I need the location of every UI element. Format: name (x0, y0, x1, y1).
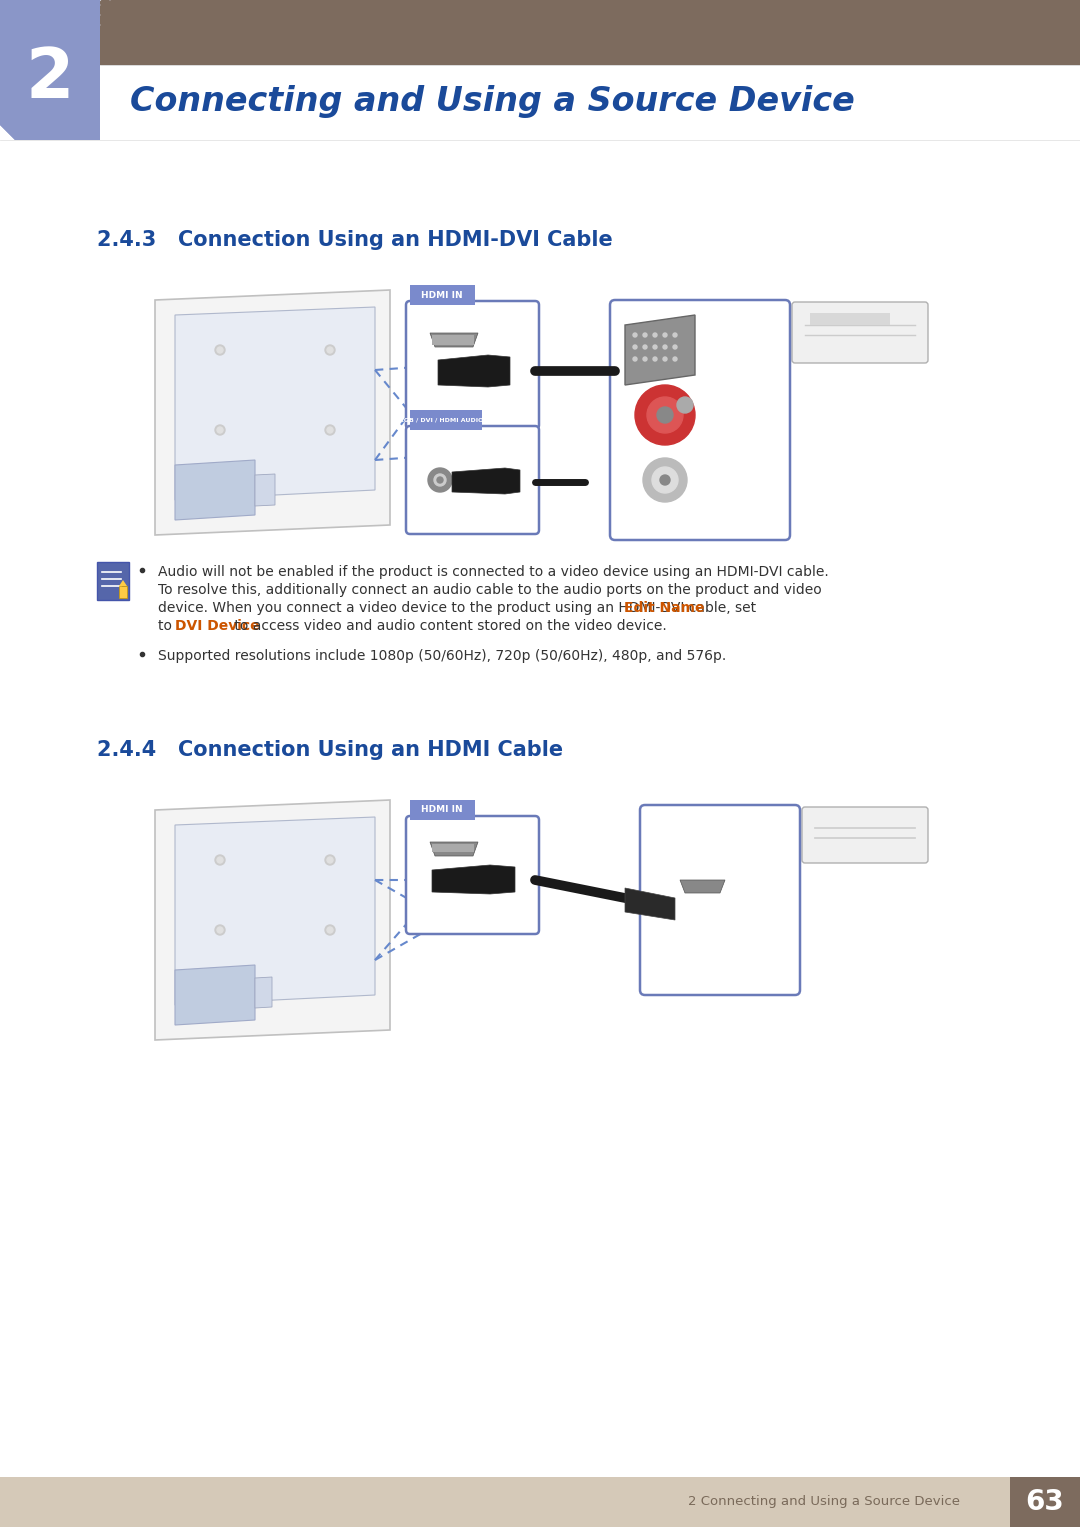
FancyBboxPatch shape (0, 1477, 1080, 1527)
FancyBboxPatch shape (432, 844, 474, 852)
FancyBboxPatch shape (0, 66, 1080, 140)
Text: RGB / DVI / HDMI AUDIO IN: RGB / DVI / HDMI AUDIO IN (399, 417, 494, 423)
Text: to: to (158, 618, 176, 634)
Polygon shape (156, 800, 390, 1040)
FancyBboxPatch shape (792, 302, 928, 363)
FancyBboxPatch shape (802, 806, 928, 863)
FancyBboxPatch shape (610, 299, 789, 541)
Circle shape (663, 357, 667, 360)
Polygon shape (625, 315, 696, 385)
Circle shape (660, 475, 670, 486)
FancyBboxPatch shape (0, 0, 1080, 66)
FancyBboxPatch shape (410, 800, 475, 820)
Circle shape (663, 345, 667, 350)
Circle shape (653, 357, 657, 360)
Polygon shape (255, 977, 272, 1008)
Circle shape (217, 428, 222, 434)
Circle shape (663, 333, 667, 337)
Circle shape (673, 345, 677, 350)
Circle shape (633, 345, 637, 350)
FancyBboxPatch shape (406, 815, 539, 935)
Circle shape (673, 333, 677, 337)
Circle shape (673, 357, 677, 360)
Text: to access video and audio content stored on the video device.: to access video and audio content stored… (230, 618, 667, 634)
Text: HDMI IN: HDMI IN (421, 806, 463, 814)
Circle shape (434, 473, 446, 486)
FancyBboxPatch shape (97, 562, 129, 600)
FancyBboxPatch shape (640, 805, 800, 996)
Circle shape (327, 927, 333, 933)
Polygon shape (625, 889, 675, 919)
Polygon shape (255, 473, 275, 505)
Polygon shape (438, 354, 510, 386)
Text: HDMI IN: HDMI IN (421, 290, 463, 299)
Text: To resolve this, additionally connect an audio cable to the audio ports on the p: To resolve this, additionally connect an… (158, 583, 822, 597)
Circle shape (652, 467, 678, 493)
Circle shape (643, 458, 687, 502)
Circle shape (217, 927, 222, 933)
Circle shape (635, 385, 696, 444)
Text: 2: 2 (26, 44, 75, 111)
Circle shape (633, 357, 637, 360)
Circle shape (215, 855, 225, 864)
Circle shape (325, 925, 335, 935)
Polygon shape (430, 841, 478, 857)
Circle shape (653, 333, 657, 337)
FancyBboxPatch shape (406, 301, 539, 429)
Circle shape (643, 357, 647, 360)
Text: Audio will not be enabled if the product is connected to a video device using an: Audio will not be enabled if the product… (158, 565, 828, 579)
Circle shape (633, 333, 637, 337)
Circle shape (327, 347, 333, 353)
Circle shape (325, 855, 335, 864)
Circle shape (217, 347, 222, 353)
Text: Connecting and Using a Source Device: Connecting and Using a Source Device (130, 86, 854, 119)
FancyBboxPatch shape (810, 313, 890, 325)
FancyBboxPatch shape (119, 586, 127, 599)
FancyBboxPatch shape (410, 286, 475, 305)
Text: Supported resolutions include 1080p (50/60Hz), 720p (50/60Hz), 480p, and 576p.: Supported resolutions include 1080p (50/… (158, 649, 726, 663)
FancyBboxPatch shape (406, 426, 539, 534)
Circle shape (677, 397, 693, 412)
Polygon shape (119, 580, 127, 586)
Polygon shape (175, 460, 255, 521)
FancyBboxPatch shape (1010, 1477, 1080, 1527)
Text: DVI Device: DVI Device (175, 618, 259, 634)
Polygon shape (175, 965, 255, 1025)
Text: 2.4.3   Connection Using an HDMI-DVI Cable: 2.4.3 Connection Using an HDMI-DVI Cable (97, 231, 612, 250)
Text: device. When you connect a video device to the product using an HDMI-DVI cable, : device. When you connect a video device … (158, 602, 760, 615)
Text: 2 Connecting and Using a Source Device: 2 Connecting and Using a Source Device (688, 1495, 960, 1509)
Polygon shape (0, 0, 100, 140)
Circle shape (327, 857, 333, 863)
Circle shape (657, 408, 673, 423)
Circle shape (325, 425, 335, 435)
Circle shape (643, 345, 647, 350)
Polygon shape (156, 290, 390, 534)
Polygon shape (430, 333, 478, 347)
Circle shape (653, 345, 657, 350)
Polygon shape (0, 0, 100, 140)
Polygon shape (680, 880, 725, 893)
Text: Edit Name: Edit Name (624, 602, 705, 615)
Polygon shape (432, 864, 515, 893)
Circle shape (325, 345, 335, 354)
FancyBboxPatch shape (0, 0, 100, 66)
Circle shape (215, 345, 225, 354)
Circle shape (215, 425, 225, 435)
Polygon shape (175, 307, 375, 499)
Text: 2.4.4   Connection Using an HDMI Cable: 2.4.4 Connection Using an HDMI Cable (97, 741, 563, 760)
Circle shape (217, 857, 222, 863)
Circle shape (327, 428, 333, 434)
Polygon shape (175, 817, 375, 1005)
Polygon shape (453, 467, 519, 495)
Circle shape (647, 397, 683, 434)
Text: 63: 63 (1026, 1487, 1065, 1516)
Circle shape (437, 476, 443, 483)
Circle shape (428, 467, 453, 492)
FancyBboxPatch shape (432, 334, 474, 345)
Circle shape (643, 333, 647, 337)
FancyBboxPatch shape (410, 411, 482, 431)
Circle shape (215, 925, 225, 935)
